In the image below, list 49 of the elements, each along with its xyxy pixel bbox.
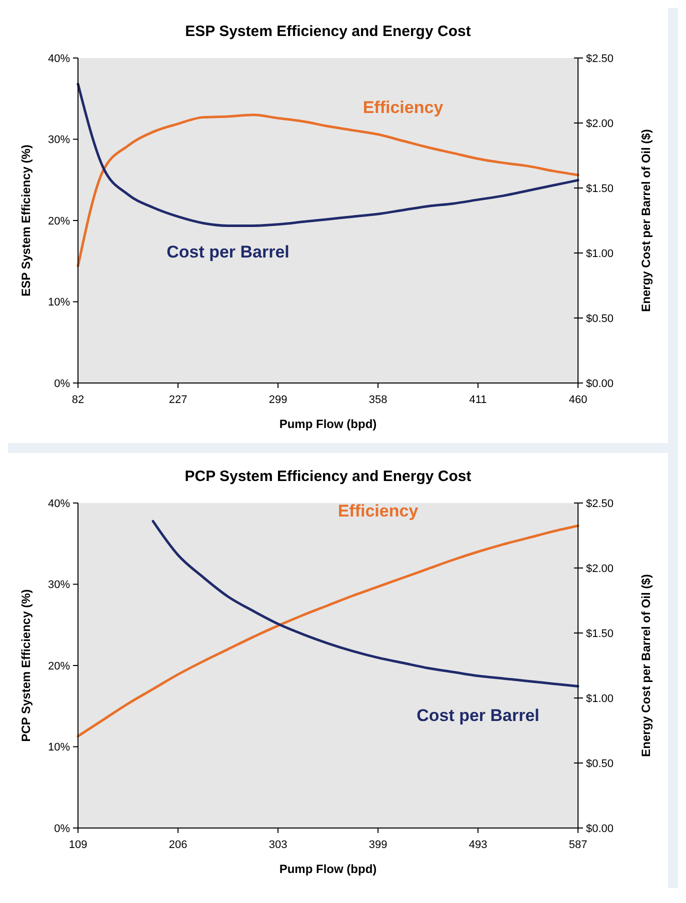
y-tick-label: 20% (48, 660, 70, 672)
series-label: Efficiency (362, 98, 444, 117)
y2-tick-label: $1.00 (586, 248, 614, 260)
x-tick-label: 358 (368, 394, 388, 406)
y2-tick-label: $1.50 (586, 182, 614, 195)
chart-title: ESP System Efficiency and Energy Cost (185, 23, 471, 40)
x-tick-label: 82 (72, 394, 84, 406)
y-axis-title: PCP System Efficiency (%) (19, 589, 33, 742)
series-label: Cost per Barrel (416, 706, 540, 725)
x-tick-label: 303 (268, 839, 288, 851)
y2-tick-label: $0.00 (586, 378, 614, 390)
y-tick-label: 40% (48, 498, 70, 510)
y2-tick-label: $2.50 (586, 498, 614, 510)
y-tick-label: 0% (54, 378, 70, 390)
y2-tick-label: $0.50 (586, 758, 614, 770)
series-label: Cost per Barrel (166, 242, 290, 262)
x-tick-label: 493 (468, 839, 488, 851)
x-axis-title: Pump Flow (bpd) (279, 417, 377, 431)
line-series (76, 82, 580, 227)
y-tick-label: 10% (48, 742, 70, 754)
y2-axis-title: Energy Cost per Barrel of Oil ($) (639, 129, 653, 312)
x-tick-label: 399 (368, 839, 388, 851)
y2-tick-label: $2.00 (586, 562, 614, 575)
line-series (76, 524, 580, 738)
x-tick-label: 206 (168, 839, 188, 851)
y2-tick-label: $0.50 (586, 312, 614, 325)
y2-tick-label: $2.00 (586, 118, 614, 130)
y-tick-label: 20% (48, 215, 70, 228)
y-tick-label: 40% (48, 52, 70, 65)
y2-tick-label: $1.00 (586, 692, 614, 705)
x-tick-label: 299 (268, 394, 288, 406)
y-tick-label: 10% (48, 296, 70, 309)
line-series (152, 520, 580, 688)
y2-tick-label: $1.50 (586, 628, 614, 640)
x-tick-label: 411 (469, 394, 487, 406)
y2-axis-title: Energy Cost per Barrel of Oil ($) (639, 574, 653, 757)
x-tick-label: 460 (568, 394, 588, 406)
y-tick-label: 0% (54, 822, 70, 835)
y2-tick-label: $0.00 (586, 822, 614, 835)
chart-title: PCP System Efficiency and Energy Cost (184, 468, 472, 485)
y-tick-label: 30% (48, 579, 70, 592)
y-tick-label: 30% (48, 134, 70, 146)
x-tick-label: 109 (68, 839, 88, 851)
y-axis-title: ESP System Efficiency (%) (19, 144, 33, 296)
x-axis-title: Pump Flow (bpd) (279, 862, 377, 876)
x-tick-label: 587 (568, 839, 588, 851)
y2-tick-label: $2.50 (586, 52, 614, 65)
text: Efficiency (338, 502, 419, 521)
x-tick-label: 227 (168, 394, 188, 406)
